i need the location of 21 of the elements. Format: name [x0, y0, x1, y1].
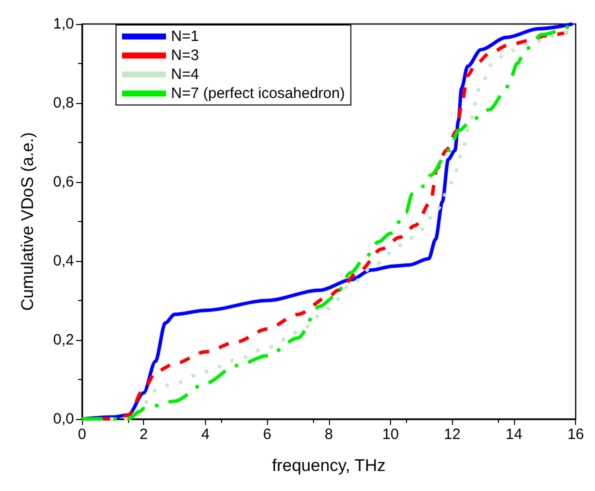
x-tick-label: 16	[567, 426, 584, 443]
y-tick-label: 0,4	[53, 252, 74, 270]
y-tick-label: 1,0	[53, 16, 74, 32]
y-tick-label: 0,6	[53, 174, 74, 190]
legend-label: N=7 (perfect icosahedron)	[171, 85, 345, 102]
x-tick-label: 4	[201, 426, 210, 443]
x-tick-label: 2	[140, 426, 148, 443]
x-tick-label: 10	[382, 426, 399, 443]
legend-label: N=1	[171, 28, 199, 45]
y-tick-label: 0,0	[53, 410, 74, 428]
x-tick-label: 0	[78, 426, 86, 443]
legend-label: N=4	[171, 66, 199, 83]
x-axis-title: frequency, THz	[272, 456, 386, 475]
y-tick-label: 0,2	[53, 332, 74, 348]
x-tick-label: 12	[444, 426, 461, 443]
x-tick-label: 6	[262, 426, 272, 443]
legend-label: N=3	[171, 47, 199, 64]
x-tick-label: 8	[324, 426, 333, 443]
y-axis-title: Cumulative VDoS (a.e.)	[18, 132, 37, 311]
x-tick-label: 14	[506, 426, 522, 443]
y-tick-label: 0,8	[53, 94, 74, 112]
